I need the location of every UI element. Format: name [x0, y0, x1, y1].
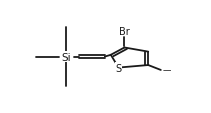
Text: —: — [163, 66, 171, 75]
Text: Br: Br [119, 27, 130, 36]
Text: S: S [115, 63, 122, 73]
Text: Si: Si [62, 52, 71, 62]
